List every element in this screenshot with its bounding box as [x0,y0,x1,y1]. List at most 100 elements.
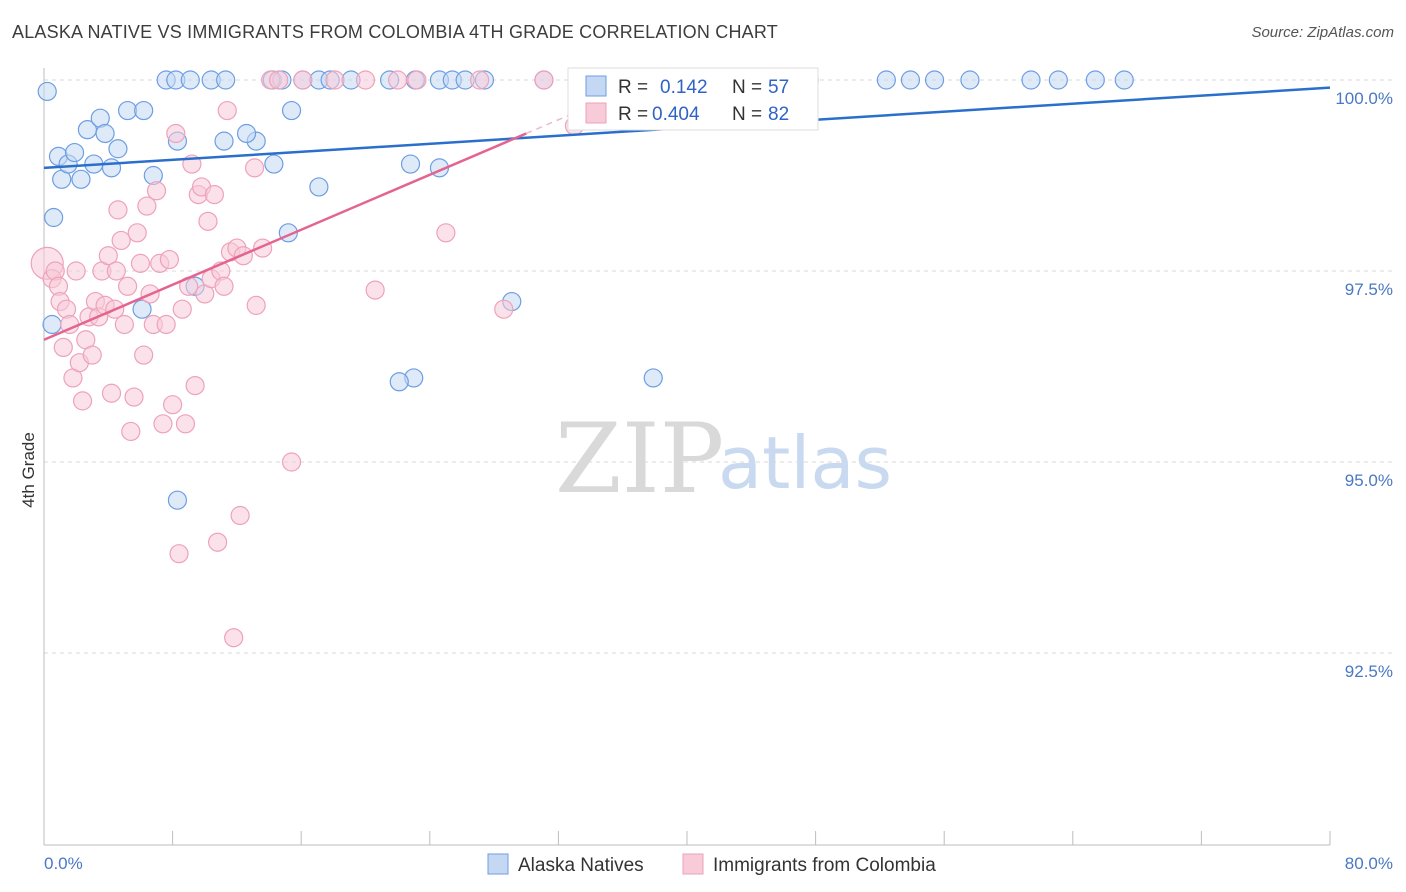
trend-line-immigrants-from-colombia [43,132,527,341]
point-immigrants-from-colombia [156,314,176,335]
legend-n-label-2: N = [732,104,762,125]
point-alaska-natives [960,70,980,90]
point-immigrants-from-colombia [269,70,289,90]
y-tick-label: 100.0% [1335,89,1393,108]
point-immigrants-from-colombia [146,181,167,201]
point-immigrants-from-colombia [124,387,144,407]
point-immigrants-from-colombia [470,70,490,90]
watermark-zip: ZIP [555,403,724,515]
y-tick-label: 95.0% [1345,471,1393,490]
x-tick-labels: 0.0% 80.0% [44,854,1393,873]
chart-title: ALASKA NATIVE VS IMMIGRANTS FROM COLOMBI… [12,22,778,42]
point-immigrants-from-colombia [163,395,183,415]
point-alaska-natives [117,100,138,121]
point-alaska-natives [101,158,122,178]
legend-swatch-alaska-natives [585,75,607,97]
point-immigrants-from-colombia [325,70,345,90]
point-immigrants-from-colombia [204,185,224,205]
legend-n-value-2: 82 [768,104,789,125]
bottom-legend-label-alaska-natives: Alaska Natives [518,855,644,876]
legend-r-value-1: 0.142 [660,77,708,98]
point-immigrants-from-colombia [127,223,147,243]
point-alaska-natives [132,299,152,319]
point-immigrants-from-colombia [82,345,102,365]
point-immigrants-from-colombia [114,314,134,335]
chart-source: Source: ZipAtlas.com [1251,24,1394,41]
point-alaska-natives [264,154,284,174]
point-immigrants-from-colombia [121,421,141,442]
y-tick-label: 97.5% [1345,280,1393,299]
point-alaska-natives [1021,70,1041,90]
point-immigrants-from-colombia [53,337,73,357]
point-immigrants-from-colombia [534,70,554,90]
point-immigrants-from-colombia [159,249,179,270]
point-alaska-natives [216,70,236,90]
legend-r-value-2: 0.404 [652,104,700,125]
point-alaska-natives [71,169,91,189]
point-alaska-natives [42,314,62,335]
legend-stats: R = 0.142 N = 57 R = 0.404 N = 82 [567,67,819,131]
legend-swatch-immigrants-from-colombia [585,102,607,124]
point-immigrants-from-colombia [281,452,302,472]
point-immigrants-from-colombia [108,200,128,220]
point-alaska-natives [180,70,200,90]
point-immigrants-from-colombia [244,158,265,178]
point-immigrants-from-colombia [66,261,86,281]
point-immigrants-from-colombia [106,261,126,281]
point-alaska-natives [214,131,234,151]
point-immigrants-from-colombia [407,70,427,90]
point-alaska-natives [924,70,945,90]
legend-n-value-1: 57 [768,77,789,98]
y-tick-labels: 100.0% 97.5% 95.0% 92.5% [1335,89,1393,681]
point-immigrants-from-colombia [153,414,173,434]
point-immigrants-from-colombia [224,628,244,648]
point-immigrants-from-colombia [217,100,237,121]
point-immigrants-from-colombia [137,196,157,216]
point-immigrants-from-colombia [214,276,234,296]
point-alaska-natives [236,123,257,144]
point-immigrants-from-colombia [388,70,408,90]
point-immigrants-from-colombia [117,276,138,296]
x-tick-label-min: 0.0% [44,854,83,873]
axes [43,68,1331,846]
legend-series: Alaska Natives Immigrants from Colombia [487,853,936,876]
trend-line-extension [525,98,607,135]
point-immigrants-from-colombia [365,280,385,300]
point-immigrants-from-colombia [494,299,514,319]
point-alaska-natives [167,490,188,510]
y-tick-label: 92.5% [1345,662,1393,681]
point-alaska-natives [64,142,85,163]
point-alaska-natives [44,207,64,228]
point-immigrants-from-colombia [175,414,196,434]
bottom-legend-swatch-immigrants-from-colombia [682,853,704,875]
legend-r-label-1: R = [618,77,648,98]
y-axis-title: 4th Grade [19,432,38,508]
point-alaska-natives [1085,70,1105,90]
point-immigrants-from-colombia [208,532,228,552]
point-alaska-natives [309,177,329,197]
point-alaska-natives [900,70,921,90]
point-alaska-natives [108,139,128,159]
legend-n-label-1: N = [732,77,762,98]
point-alaska-natives [389,372,409,392]
point-immigrants-from-colombia [111,230,131,251]
point-alaska-natives [134,100,154,121]
point-immigrants-from-colombia [436,223,456,243]
point-alaska-natives [876,70,896,90]
bottom-legend-swatch-alaska-natives [487,853,509,875]
point-immigrants-from-colombia [172,299,192,319]
point-immigrants-from-colombia [166,123,186,144]
point-immigrants-from-colombia [355,70,376,90]
point-immigrants-from-colombia [101,383,122,403]
point-immigrants-from-colombia [98,246,118,266]
series-immigrants-from-colombia [30,70,695,648]
watermark-atlas: atlas [718,421,892,505]
bottom-legend-label-immigrants-from-colombia: Immigrants from Colombia [713,855,936,876]
legend-stats-box [567,67,819,131]
point-alaska-natives [37,81,57,102]
point-immigrants-from-colombia [134,345,154,365]
point-immigrants-from-colombia [130,253,151,273]
point-immigrants-from-colombia [230,505,250,526]
point-immigrants-from-colombia [246,295,266,315]
